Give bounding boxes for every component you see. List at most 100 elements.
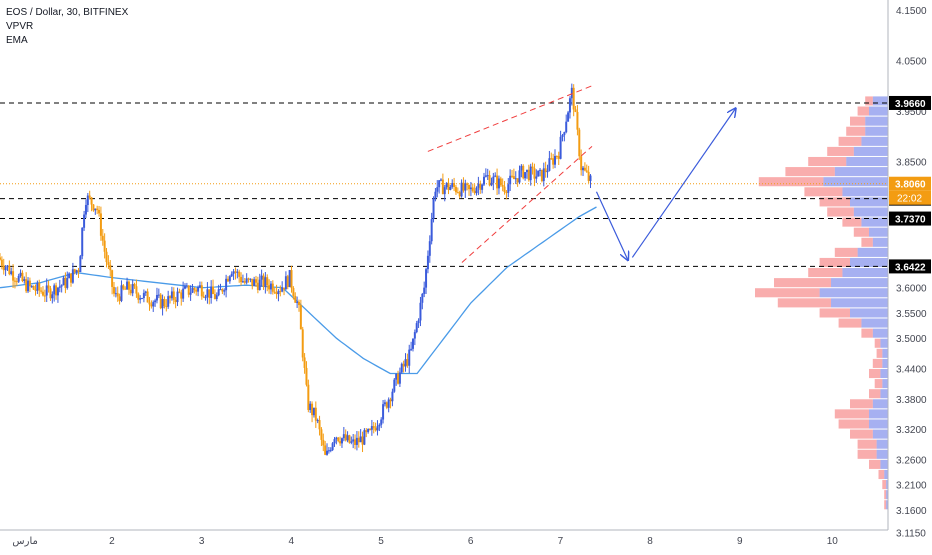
candle-body <box>10 271 13 275</box>
volume-profile-down-bar <box>861 237 873 247</box>
volume-profile-up-bar <box>842 187 888 197</box>
candle-body <box>45 285 48 296</box>
candle-body <box>348 435 351 443</box>
price-axis-tick: 3.5000 <box>896 334 927 345</box>
candle-body <box>184 286 186 289</box>
candle-body <box>43 295 46 297</box>
candle-body <box>195 289 198 292</box>
candle-body <box>118 296 121 301</box>
volume-profile-down-bar <box>827 146 854 156</box>
candle-body <box>503 186 506 193</box>
candle-body <box>387 399 390 408</box>
price-axis-tick: 3.2100 <box>896 481 927 492</box>
chart-legend: EOS / Dollar, 30, BITFINEX VPVR EMA <box>6 6 128 48</box>
candle-body <box>365 430 368 433</box>
volume-profile-up-bar <box>872 429 888 439</box>
candle-body <box>354 439 357 445</box>
candle-body <box>518 170 521 183</box>
candle-body <box>167 296 170 307</box>
candle-body <box>299 305 302 330</box>
candle-body <box>83 214 86 228</box>
candle-body <box>464 183 467 191</box>
indicator-vpvr-label[interactable]: VPVR <box>6 21 34 32</box>
candle-body <box>232 271 235 274</box>
candle-body <box>99 213 102 236</box>
candle-body <box>0 259 3 266</box>
symbol-title[interactable]: EOS / Dollar, 30, BITFINEX <box>6 7 129 18</box>
candle-body <box>415 323 418 333</box>
candle-body <box>488 175 491 186</box>
time-axis[interactable]: مارس 2 3 4 5 6 7 8 9 10 <box>12 536 838 547</box>
candle-body <box>350 441 353 443</box>
volume-profile-down-bar <box>869 459 881 469</box>
volume-profile-up-bar <box>884 469 888 480</box>
candle-body <box>314 407 317 421</box>
candle-body <box>180 292 183 299</box>
volume-profile-up-bar <box>876 439 888 449</box>
volume-profile-up-bar <box>876 449 888 459</box>
candle-body <box>154 300 157 303</box>
volume-profile-up-bar <box>886 490 888 500</box>
time-axis-tick: 9 <box>737 536 743 547</box>
candle-body <box>481 184 484 190</box>
candle-body <box>565 121 568 133</box>
candle-body <box>75 270 78 273</box>
candle-body <box>312 407 315 416</box>
candle-body <box>112 286 115 294</box>
candle-body <box>527 169 530 181</box>
candle-body <box>163 299 166 307</box>
volume-profile <box>755 96 888 510</box>
price-axis[interactable]: 4.1500 4.0500 3.9500 3.8500 3.6000 3.5500 3.50… <box>896 6 927 539</box>
candle-body <box>258 279 261 290</box>
candle-body <box>58 286 61 288</box>
candle-body <box>255 279 258 283</box>
candle-body <box>370 426 373 430</box>
candle-body <box>210 286 213 299</box>
time-axis-tick: 8 <box>647 536 653 547</box>
indicator-ema-label[interactable]: EMA <box>6 35 28 46</box>
candle-body <box>202 296 205 298</box>
candle-body <box>60 285 63 287</box>
volume-profile-up-bar <box>834 167 888 177</box>
candle-body <box>230 273 233 277</box>
candle-body <box>4 267 7 271</box>
candle-body <box>512 176 515 180</box>
candle-body <box>193 288 196 290</box>
candle-body <box>453 183 456 187</box>
volume-profile-down-bar <box>850 399 873 409</box>
candles-layer <box>0 83 592 456</box>
volume-profile-down-bar <box>876 348 883 358</box>
volume-profile-down-bar <box>872 358 883 368</box>
time-axis-tick: 2 <box>109 536 115 547</box>
candle-body <box>296 301 299 303</box>
candle-body <box>383 402 386 405</box>
volume-profile-up-bar <box>872 237 888 247</box>
candle-body <box>355 437 358 445</box>
candle-body <box>27 280 30 292</box>
volume-profile-up-bar <box>861 217 888 227</box>
volume-profile-up-bar <box>869 409 888 419</box>
volume-profile-down-bar <box>882 480 887 490</box>
candle-body <box>324 445 327 455</box>
candle-body <box>477 183 480 188</box>
volume-profile-down-bar <box>838 136 862 146</box>
candle-body <box>152 302 155 307</box>
candle-body <box>241 281 244 283</box>
volume-profile-down-bar <box>874 379 883 389</box>
volume-profile-down-bar <box>869 389 881 399</box>
candle-body <box>47 285 50 289</box>
candle-body <box>12 271 15 281</box>
candle-body <box>213 294 216 300</box>
candle-body <box>511 175 514 177</box>
candle-body <box>397 373 400 384</box>
candle-body <box>159 294 162 309</box>
candle-body <box>129 289 132 294</box>
price-axis-tick: 3.5500 <box>896 309 927 320</box>
candle-body <box>402 363 405 367</box>
candle-body <box>215 295 218 300</box>
candle-body <box>583 167 586 171</box>
